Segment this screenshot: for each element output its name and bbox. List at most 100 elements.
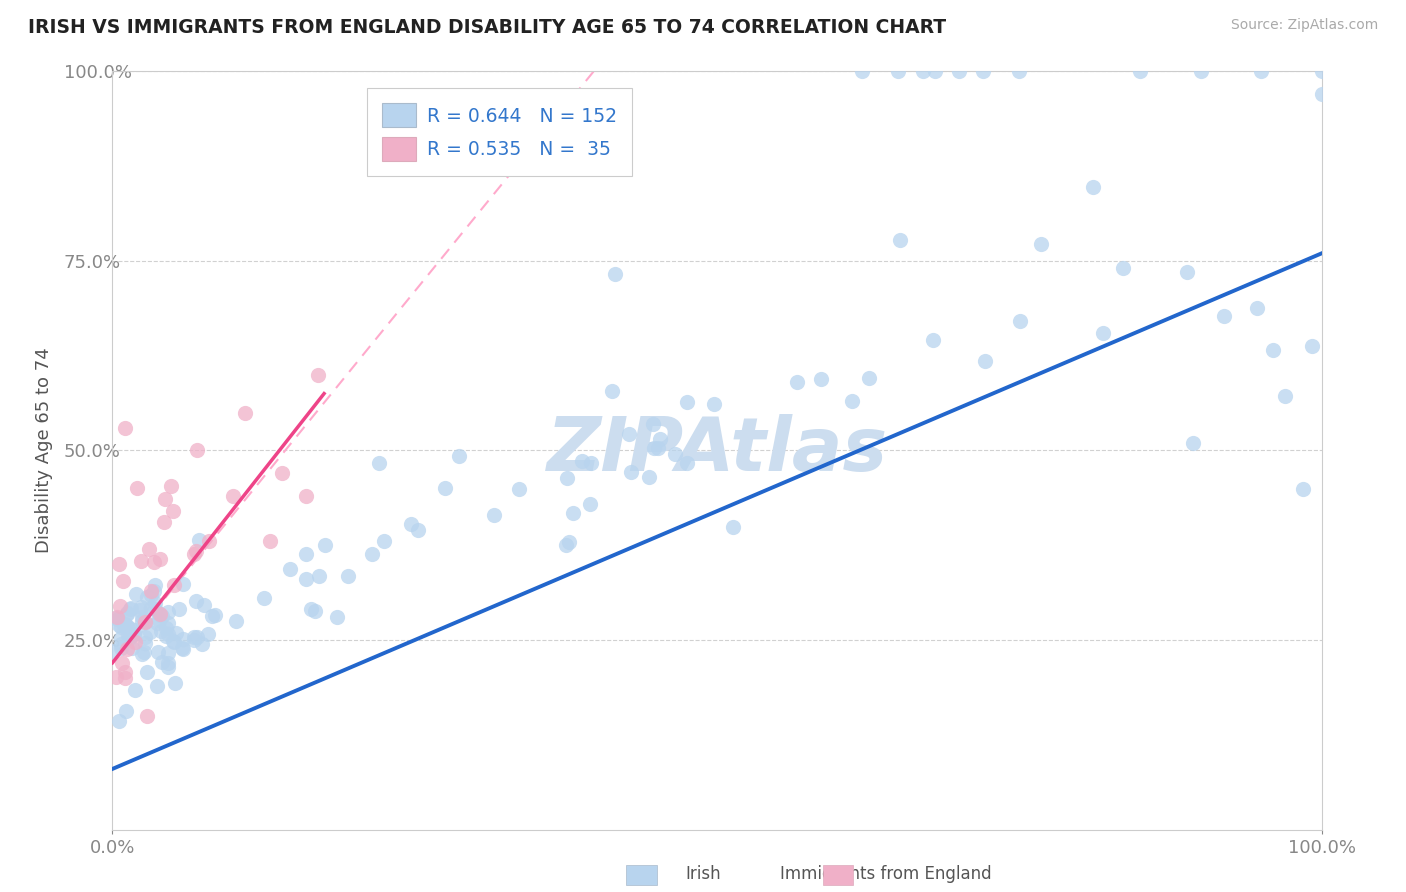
Point (155, 621, 177, 635)
Point (235, 405, 257, 420)
Point (1008, 64, 1031, 78)
Point (508, 482, 530, 496)
Point (360, 547, 382, 561)
Point (131, 600, 153, 615)
Point (117, 628, 139, 642)
Point (810, 372, 832, 386)
Point (143, 601, 166, 615)
Point (120, 601, 142, 615)
Point (222, 489, 245, 503)
Point (143, 596, 166, 610)
Y-axis label: Disability Age 65 to 74: Disability Age 65 to 74 (35, 348, 53, 553)
Point (172, 641, 194, 656)
Point (605, 267, 627, 281)
Point (115, 641, 138, 656)
Point (579, 497, 602, 511)
Point (146, 615, 169, 630)
Point (921, 333, 943, 347)
Text: Immigrants from England: Immigrants from England (780, 864, 991, 882)
Point (134, 636, 156, 650)
Point (120, 622, 142, 636)
Point (114, 665, 136, 679)
Point (110, 637, 132, 651)
Point (721, 520, 744, 534)
Point (579, 457, 602, 471)
Point (149, 607, 172, 622)
Point (112, 574, 135, 588)
Point (858, 371, 880, 385)
Point (108, 714, 131, 728)
Point (1008, 314, 1031, 328)
Point (225, 614, 247, 628)
Point (186, 631, 208, 645)
Point (204, 608, 226, 623)
Point (118, 601, 141, 615)
Point (141, 584, 163, 599)
Point (948, 64, 970, 78)
Point (186, 443, 208, 458)
Point (406, 523, 429, 537)
Point (183, 547, 205, 561)
Point (1292, 483, 1315, 497)
Point (115, 607, 138, 621)
Point (638, 470, 661, 484)
Point (664, 447, 686, 461)
Point (1261, 343, 1284, 357)
Point (676, 395, 699, 409)
Point (198, 534, 221, 549)
Point (110, 641, 132, 656)
Point (120, 629, 142, 643)
Point (153, 515, 176, 529)
Point (187, 533, 209, 548)
Point (118, 632, 141, 646)
Point (308, 569, 330, 583)
Point (557, 471, 579, 485)
Point (557, 534, 579, 549)
Point (124, 587, 146, 601)
Point (108, 617, 131, 632)
Point (703, 397, 725, 411)
Point (1274, 389, 1296, 403)
Point (314, 538, 336, 552)
Point (1081, 180, 1104, 194)
Point (183, 632, 205, 647)
Point (146, 645, 169, 659)
Point (104, 611, 127, 625)
Point (294, 572, 316, 586)
Point (155, 629, 177, 643)
Point (156, 657, 179, 671)
Point (304, 604, 326, 618)
Point (134, 615, 156, 629)
Point (1175, 264, 1198, 278)
Point (114, 618, 136, 632)
Point (1310, 87, 1333, 102)
Point (131, 610, 153, 624)
Point (153, 491, 176, 506)
Point (911, 64, 934, 78)
Point (136, 590, 159, 604)
Point (172, 632, 194, 646)
Point (433, 482, 456, 496)
Point (150, 624, 173, 639)
Point (1031, 236, 1053, 251)
Point (974, 354, 997, 368)
Point (103, 644, 125, 658)
Point (561, 506, 583, 520)
Text: Source: ZipAtlas.com: Source: ZipAtlas.com (1230, 18, 1378, 32)
Point (148, 613, 170, 627)
Point (648, 432, 671, 446)
Point (201, 609, 224, 624)
Point (1181, 435, 1204, 450)
Point (163, 635, 186, 649)
Point (172, 577, 194, 591)
Text: Irish: Irish (685, 864, 721, 882)
Point (184, 543, 207, 558)
Point (373, 533, 395, 548)
Point (1310, 64, 1333, 78)
Point (128, 603, 150, 617)
Point (555, 537, 578, 551)
Point (172, 641, 194, 656)
Point (620, 465, 643, 479)
Point (1129, 64, 1152, 78)
Point (124, 623, 146, 637)
